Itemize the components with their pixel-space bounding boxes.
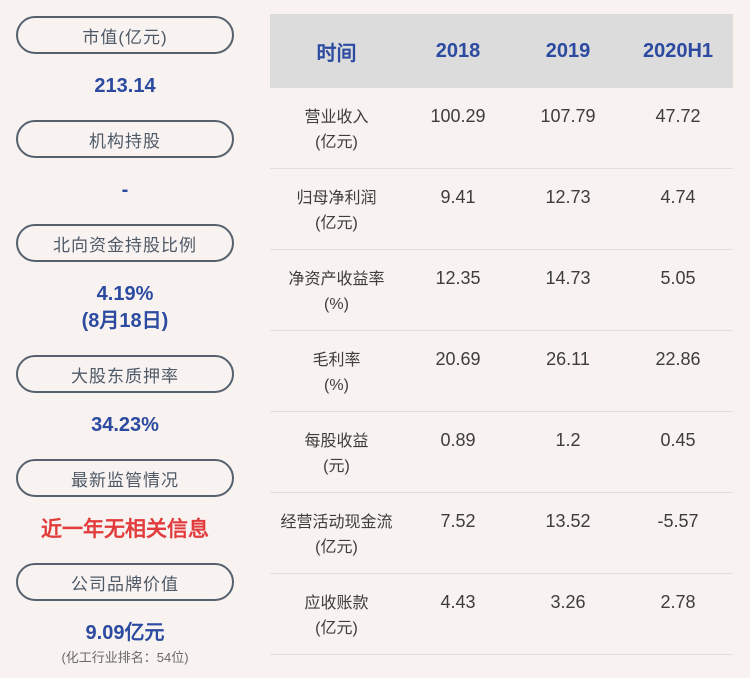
row-value: 14.73 bbox=[545, 268, 591, 288]
sidebar-item-institutional-holdings: 机构持股 - bbox=[0, 120, 250, 204]
row-value: 9.41 bbox=[440, 187, 476, 207]
row-value: 0.89 bbox=[440, 430, 476, 450]
row-value: 0.45 bbox=[660, 430, 696, 450]
row-label: 应收账款 (亿元) bbox=[304, 595, 369, 637]
table-row-revenue: 营业收入 (亿元) 100.29 107.79 47.72 bbox=[270, 88, 733, 169]
table-row-net-profit: 归母净利润 (亿元) 9.41 12.73 4.74 bbox=[270, 169, 733, 250]
table-header-row: 时间 2018 2019 2020H1 bbox=[270, 14, 733, 88]
row-label: 营业收入 (亿元) bbox=[304, 109, 369, 151]
brand-value-pill[interactable]: 公司品牌价值 bbox=[16, 563, 234, 601]
market-cap-value: 213.14 bbox=[94, 75, 156, 97]
row-value: 22.86 bbox=[655, 349, 701, 369]
institutional-holdings-value: - bbox=[121, 179, 129, 201]
table-row-roe: 净资产收益率 (%) 12.35 14.73 5.05 bbox=[270, 250, 733, 331]
row-value: 13.52 bbox=[545, 511, 591, 531]
pledge-ratio-pill[interactable]: 大股东质押率 bbox=[16, 355, 234, 393]
row-value: 12.35 bbox=[435, 268, 481, 288]
sidebar-item-regulation-status: 最新监管情况 近一年无相关信息 bbox=[0, 459, 250, 543]
header-2018: 2018 bbox=[435, 39, 481, 62]
row-value: 4.74 bbox=[660, 187, 696, 207]
row-value: 100.29 bbox=[430, 106, 486, 126]
header-time: 时间 bbox=[316, 42, 357, 65]
row-value: 107.79 bbox=[540, 106, 596, 126]
regulation-status-value: 近一年无相关信息 bbox=[41, 518, 209, 541]
row-label: 毛利率 (%) bbox=[312, 352, 361, 394]
sidebar-item-northbound-ratio: 北向资金持股比例 4.19% (8月18日) bbox=[0, 224, 250, 335]
sidebar: 市值(亿元) 213.14 机构持股 - 北向资金持股比例 4.19% (8月1… bbox=[0, 0, 250, 678]
northbound-ratio-value: 4.19% bbox=[96, 283, 154, 305]
row-value: 47.72 bbox=[655, 106, 701, 126]
table-row-operating-cash-flow: 经营活动现金流 (亿元) 7.52 13.52 -5.57 bbox=[270, 493, 733, 574]
sidebar-item-brand-value: 公司品牌价值 9.09亿元 (化工行业排名：54位) bbox=[0, 563, 250, 669]
northbound-ratio-pill[interactable]: 北向资金持股比例 bbox=[16, 224, 234, 262]
brand-value-rank: (化工行业排名：54位) bbox=[61, 650, 189, 665]
row-label: 归母净利润 (亿元) bbox=[296, 190, 377, 232]
row-label: 净资产收益率 (%) bbox=[288, 271, 385, 313]
row-value: 7.52 bbox=[440, 511, 476, 531]
financials-table: 时间 2018 2019 2020H1 营业收入 (亿元) 100.29 107… bbox=[270, 14, 733, 678]
header-2019: 2019 bbox=[545, 39, 591, 62]
regulation-status-pill[interactable]: 最新监管情况 bbox=[16, 459, 234, 497]
row-value: 2.78 bbox=[660, 592, 696, 612]
row-value: 26.11 bbox=[546, 349, 590, 369]
institutional-holdings-pill[interactable]: 机构持股 bbox=[16, 120, 234, 158]
sidebar-item-pledge-ratio: 大股东质押率 34.23% bbox=[0, 355, 250, 439]
row-value: 5.05 bbox=[660, 268, 696, 288]
market-cap-pill[interactable]: 市值(亿元) bbox=[16, 16, 234, 54]
row-value: 12.73 bbox=[545, 187, 591, 207]
table-row-accounts-receivable: 应收账款 (亿元) 4.43 3.26 2.78 bbox=[270, 574, 733, 655]
row-value: -5.57 bbox=[657, 511, 699, 531]
brand-value-amount: 9.09亿元 bbox=[85, 622, 165, 644]
row-value: 3.26 bbox=[550, 592, 586, 612]
sidebar-item-market-cap: 市值(亿元) 213.14 bbox=[0, 16, 250, 100]
northbound-ratio-date: (8月18日) bbox=[81, 310, 169, 332]
pledge-ratio-value: 34.23% bbox=[91, 414, 159, 436]
row-value: 1.2 bbox=[555, 430, 581, 450]
row-label: 经营活动现金流 (亿元) bbox=[280, 514, 393, 556]
row-label: 每股收益 (元) bbox=[304, 433, 369, 475]
table-row-eps: 每股收益 (元) 0.89 1.2 0.45 bbox=[270, 412, 733, 493]
header-2020h1: 2020H1 bbox=[642, 39, 714, 62]
table-row-gross-margin: 毛利率 (%) 20.69 26.11 22.86 bbox=[270, 331, 733, 412]
row-value: 4.43 bbox=[440, 592, 476, 612]
row-value: 20.69 bbox=[435, 349, 481, 369]
